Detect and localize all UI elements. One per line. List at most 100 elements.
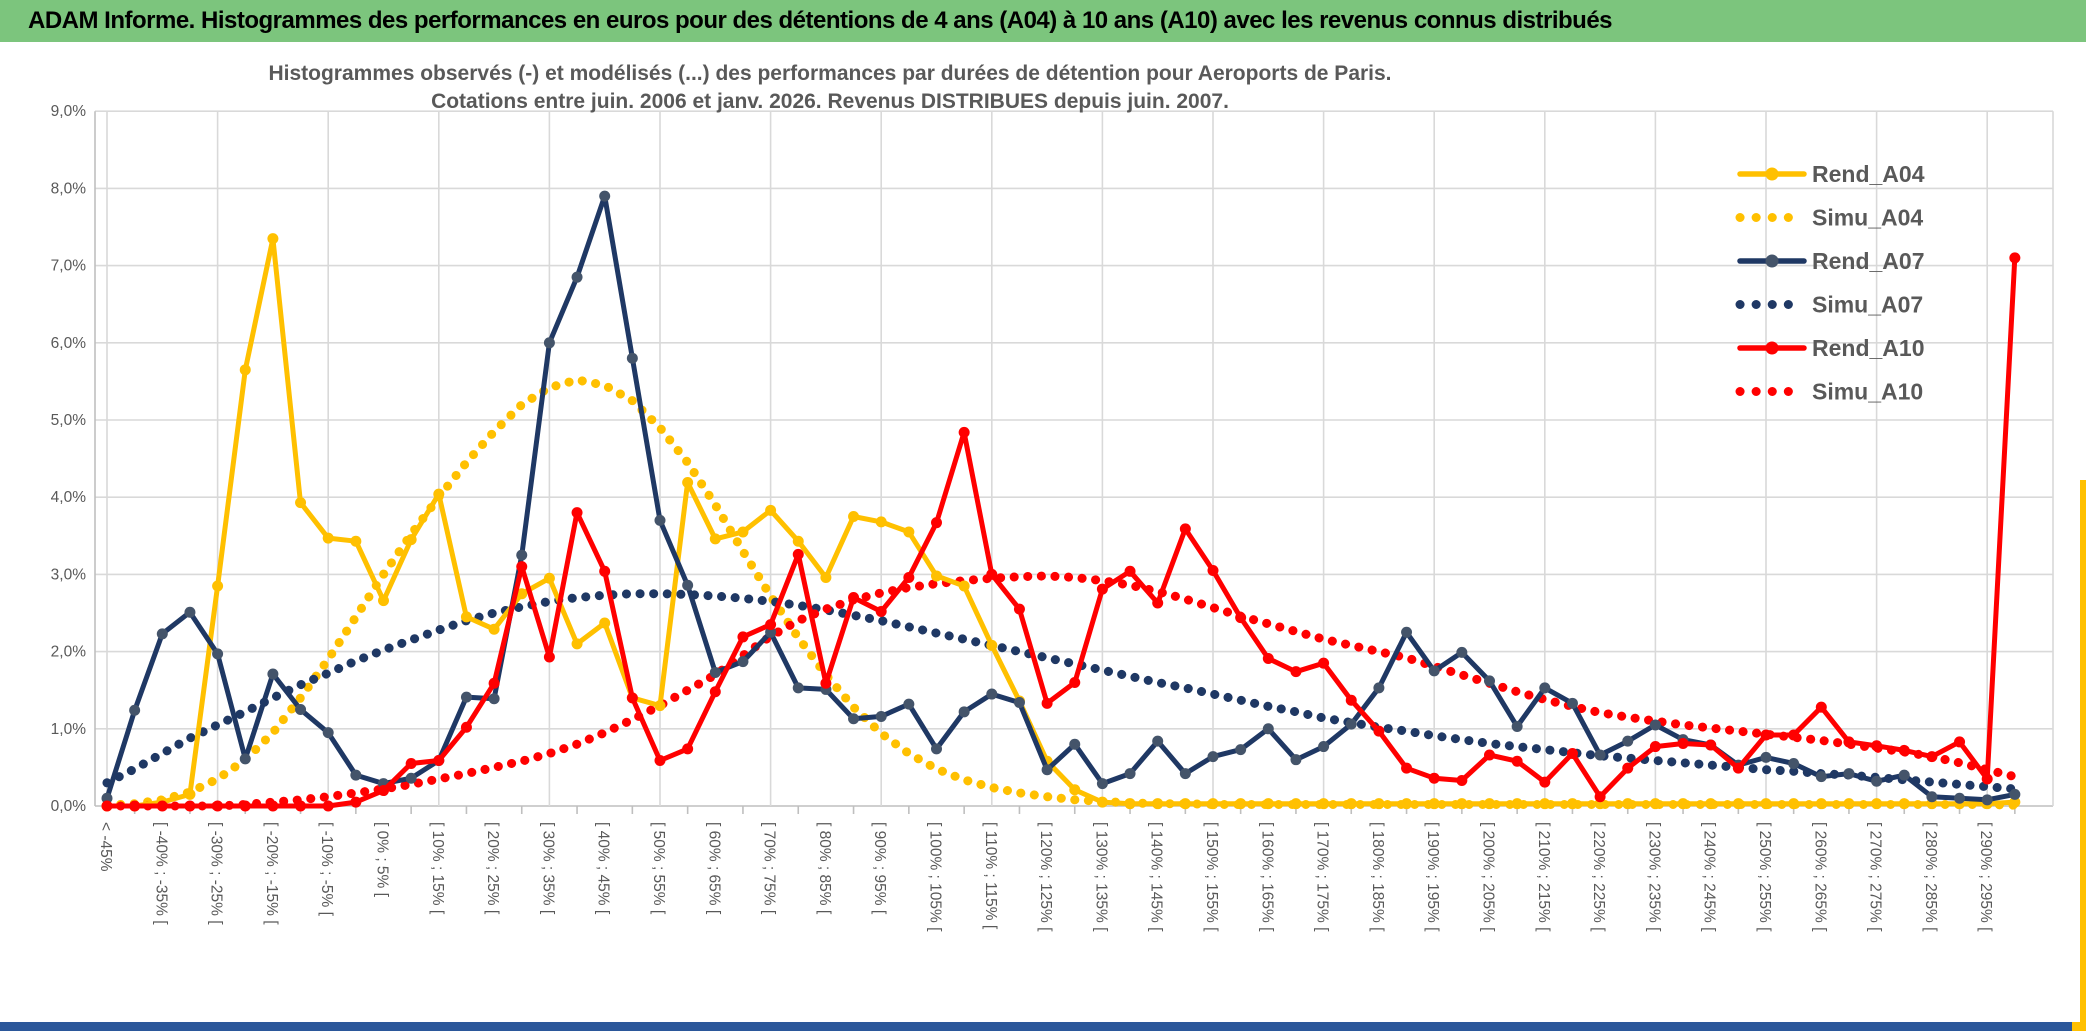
series-marker-Rend_A10 [1235,612,1247,624]
series-marker-Rend_A07 [2009,788,2021,800]
series-marker-Rend_A04 [405,534,417,546]
scrollbar-accent-right[interactable] [2080,480,2086,1022]
series-marker-Rend_A10 [1262,653,1274,665]
x-axis-tick-label: [ 280% ; 285% [ [1922,822,1939,932]
x-axis-tick-label: [ 270% ; 275% [ [1867,822,1884,932]
legend-label-Rend_A04: Rend_A04 [1812,161,1925,187]
series-marker-Rend_A07 [295,704,307,715]
chart-title-line1: Histogrammes observés (-) et modélisés (… [268,62,1391,85]
legend-marker-Rend_A07 [1765,254,1779,268]
series-marker-Rend_A07 [322,727,334,739]
legend-label-Rend_A07: Rend_A07 [1812,248,1924,274]
x-axis-tick-label: [ 0% ; 5% [ [374,822,391,898]
series-marker-Rend_A10 [1871,740,1883,752]
series-marker-Rend_A10 [378,785,389,797]
series-marker-Rend_A07 [1788,758,1800,770]
series-marker-Rend_A10 [239,800,251,812]
series-marker-Rend_A07 [1207,751,1219,763]
x-axis-tick-label: [ 90% ; 95% [ [871,822,888,915]
series-marker-Rend_A10 [848,592,860,604]
series-marker-Rend_A04 [543,572,555,584]
y-axis-tick-label: 9,0% [51,103,87,120]
x-axis-tick-label: [ 290% ; 295% [ [1977,822,1994,932]
series-marker-Rend_A04 [460,611,472,623]
series-marker-Rend_A10 [488,677,500,689]
series-marker-Rend_A04 [1705,798,1717,810]
series-marker-Rend_A04 [1539,798,1551,810]
series-marker-Rend_A04 [1124,798,1136,810]
series-marker-Rend_A07 [1179,768,1191,780]
series-marker-Rend_A07 [1484,675,1495,687]
series-marker-Rend_A07 [543,337,555,349]
y-axis-tick-label: 2,0% [51,644,87,661]
series-marker-Rend_A07 [1954,792,1966,804]
series-marker-Rend_A07 [1124,768,1136,780]
series-marker-Rend_A07 [1926,791,1938,803]
series-marker-Rend_A04 [1069,784,1081,796]
legend-label-Simu_A07: Simu_A07 [1812,292,1923,318]
series-marker-Rend_A07 [571,271,583,283]
series-marker-Rend_A04 [1788,798,1800,810]
x-axis-tick-label: [ -10% ; -5% [ [318,822,335,917]
series-marker-Rend_A10 [322,800,334,812]
series-marker-Rend_A04 [1622,798,1634,810]
series-marker-Rend_A07 [1262,723,1274,735]
series-marker-Rend_A04 [267,233,279,245]
series-marker-Rend_A07 [1843,768,1855,780]
series-marker-Rend_A07 [1511,720,1523,732]
y-axis-tick-label: 5,0% [51,412,87,429]
series-marker-Rend_A07 [654,514,666,526]
series-marker-Rend_A10 [1843,736,1855,748]
status-bar [0,1022,2086,1031]
series-marker-Rend_A07 [1815,771,1827,783]
series-marker-Rend_A04 [2009,796,2021,808]
series-marker-Rend_A04 [1760,798,1772,810]
legend-label-Simu_A10: Simu_A10 [1812,379,1923,405]
series-marker-Rend_A04 [1484,798,1495,810]
series-marker-Rend_A04 [1262,798,1274,810]
series-marker-Rend_A07 [709,666,721,678]
legend-label-Simu_A04: Simu_A04 [1812,205,1923,231]
series-marker-Rend_A10 [1511,755,1523,767]
series-marker-Rend_A10 [1152,597,1164,609]
sheet-header: ADAM Informe. Histogrammes des performan… [0,0,2086,42]
series-marker-Rend_A04 [1871,798,1883,810]
series-marker-Rend_A04 [1401,798,1413,810]
series-marker-Rend_A10 [1760,729,1772,741]
series-marker-Rend_A04 [1373,798,1385,810]
series-marker-Rend_A04 [212,580,224,592]
series-marker-Rend_A07 [1096,778,1108,790]
series-marker-Rend_A07 [1290,754,1302,766]
series-marker-Rend_A04 [1898,798,1910,810]
series-marker-Rend_A07 [129,704,141,716]
series-line-Rend_A10 [104,255,2018,809]
series-marker-Rend_A04 [571,638,583,650]
x-axis-tick-label: < -45% [97,822,114,872]
series-marker-Rend_A04 [765,504,777,516]
series-marker-Rend_A04 [958,580,970,592]
series-marker-Rend_A07 [1373,682,1385,694]
series-marker-Rend_A07 [626,352,638,364]
series-marker-Rend_A04 [1290,798,1302,810]
series-marker-Rend_A10 [1290,666,1302,678]
series-marker-Rend_A10 [571,507,583,519]
x-axis-tick-label: [ 40% ; 45% [ [595,822,612,915]
series-marker-Rend_A10 [267,800,279,812]
series-marker-Rend_A10 [1456,775,1468,787]
chart-area[interactable]: 0,0% 1,0% 2,0% 3,0% 4,0% 5,0% 6,0% 7,0% 8,0% 9,0%… [0,42,2086,1022]
x-axis-tick-label: [ 140% ; 145% [ [1148,822,1165,932]
series-marker-Rend_A04 [184,788,196,800]
series-marker-Rend_A07 [1898,769,1910,781]
x-axis-tick-label: [ 180% ; 185% [ [1369,822,1386,932]
series-marker-Rend_A04 [737,526,749,538]
x-axis-tick-label: [ 170% ; 175% [ [1314,822,1331,932]
series-marker-Rend_A10 [709,686,721,698]
x-axis-tick-label: [ 210% ; 215% [ [1535,822,1552,932]
series-marker-Rend_A07 [1428,665,1440,677]
series-marker-Rend_A07 [184,606,196,618]
y-axis-tick-label: 8,0% [51,180,87,197]
series-marker-Rend_A07 [1069,738,1081,750]
series-marker-Rend_A04 [1345,798,1357,810]
series-line-Simu_A04 [102,375,2020,810]
series-marker-Rend_A07 [1539,682,1551,694]
